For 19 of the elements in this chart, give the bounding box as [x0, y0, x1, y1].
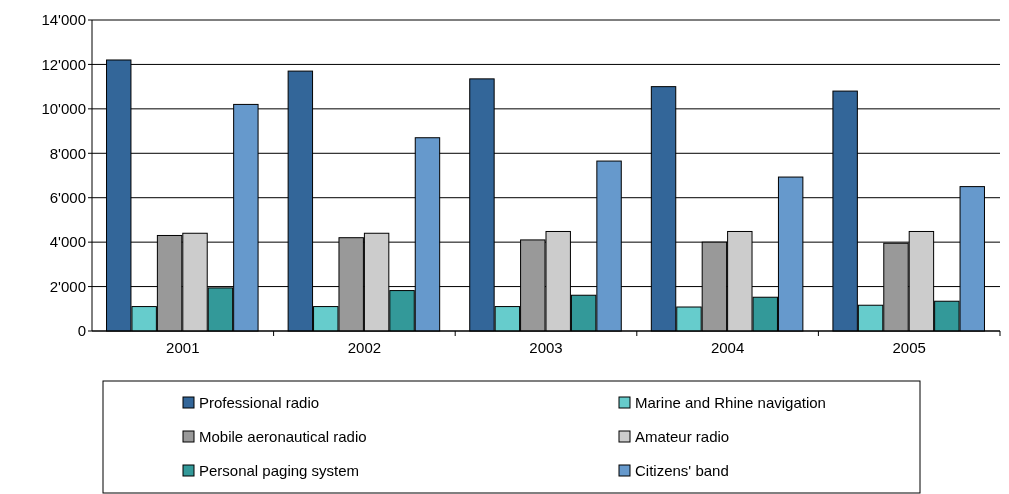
x-tick-label: 2004	[710, 339, 745, 356]
legend-label: Marine and Rhine navigation	[635, 394, 826, 412]
legend-label: Mobile aeronautical radio	[199, 428, 367, 446]
y-tick-label: 6'000	[49, 188, 86, 206]
x-tick-label: 2005	[892, 339, 926, 356]
y-tick-label: 4'000	[49, 233, 86, 251]
y-tick-label: 12'000	[41, 55, 86, 73]
y-tick-label: 2'000	[49, 277, 86, 295]
y-tick-label: 8'000	[49, 144, 86, 162]
legend-label: Professional radio	[199, 394, 320, 412]
legend-label: Amateur radio	[635, 428, 730, 446]
legend-label: Personal paging system	[199, 462, 360, 480]
x-tick-label: 2003	[529, 339, 563, 356]
x-tick-label: 2002	[347, 339, 382, 356]
legend-label: Citizens' band	[635, 462, 729, 480]
y-tick-label: 0	[77, 322, 86, 340]
y-tick-label: 14'000	[41, 11, 86, 29]
x-tick-label: 2001	[166, 339, 200, 356]
y-tick-label: 10'000	[41, 100, 86, 118]
